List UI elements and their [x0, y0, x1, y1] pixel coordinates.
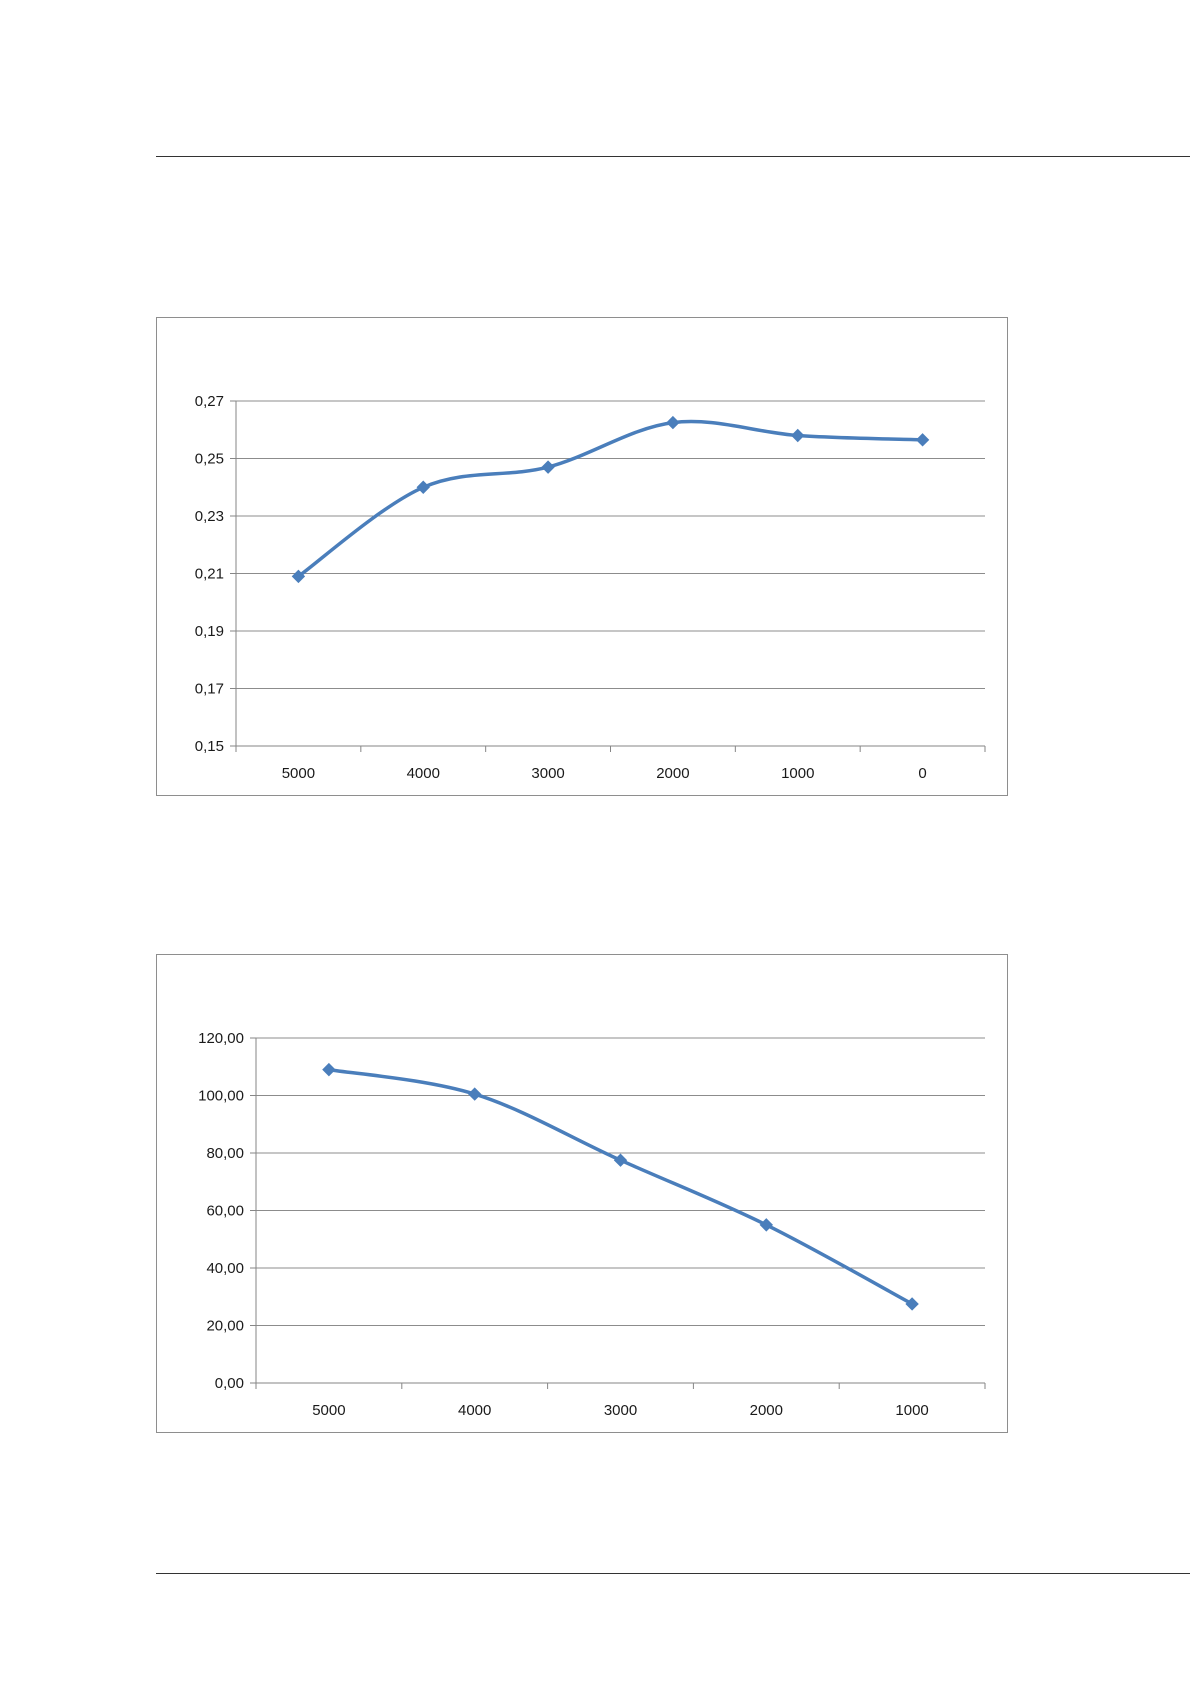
chart-2-y-tick-label: 60,00 — [206, 1203, 244, 1220]
chart-2-x-tick-label: 1000 — [895, 1402, 928, 1419]
chart-1-data-point — [666, 415, 680, 430]
chart-2-x-tick-label: 3000 — [604, 1402, 637, 1419]
chart-2-series-line — [327, 1067, 914, 1306]
chart-2-data-point — [613, 1153, 628, 1167]
chart-1-x-tick-label: 5000 — [282, 765, 315, 782]
chart-1-data-point — [291, 569, 306, 584]
chart-1-plot: 0,15 0,17 0,19 0,21 0,23 0,25 0,27 5000 4000 3000… — [195, 393, 986, 782]
chart-2-data-point — [322, 1062, 336, 1077]
chart-1-x-tick-label: 1000 — [781, 765, 814, 782]
chart-1-y-tick-label: 0,19 — [195, 623, 224, 640]
chart-1-data-point — [791, 428, 805, 443]
header-rule — [156, 156, 1190, 157]
chart-1-y-tick-label: 0,15 — [195, 738, 224, 755]
chart-1-data-point — [541, 460, 555, 474]
chart-1-y-tick-label: 0,17 — [195, 681, 224, 698]
chart-1: 0,15 0,17 0,19 0,21 0,23 0,25 0,27 5000 4000 3000… — [156, 317, 1008, 796]
chart-1-y-tick-label: 0,25 — [195, 451, 224, 468]
chart-2-y-tick-label: 0,00 — [215, 1375, 244, 1392]
chart-1-y-tick-label: 0,27 — [195, 393, 224, 410]
chart-2-x-tick-label: 4000 — [458, 1402, 491, 1419]
chart-1-y-tick-label: 0,23 — [195, 508, 224, 525]
chart-2-y-tick-label: 120,00 — [198, 1030, 244, 1047]
chart-1-x-tick-label: 3000 — [531, 765, 564, 782]
chart-2-y-tick-label: 40,00 — [206, 1260, 244, 1277]
chart-2-plot: 0,00 20,00 40,00 60,00 80,00 100,00 120,00 5000… — [198, 1030, 986, 1419]
chart-1-x-tick-label: 4000 — [407, 765, 440, 782]
chart-2-x-tick-label: 5000 — [312, 1402, 345, 1419]
chart-2-y-tick-label: 20,00 — [206, 1318, 244, 1335]
footer-rule — [156, 1573, 1190, 1574]
chart-2-x-tick-label: 2000 — [750, 1402, 783, 1419]
chart-1-x-tick-label: 0 — [918, 765, 926, 782]
chart-1-data-point — [915, 433, 930, 447]
chart-2-y-tick-label: 100,00 — [198, 1088, 244, 1105]
chart-1-series-line — [296, 419, 925, 579]
chart-2-data-point — [759, 1218, 774, 1232]
chart-1-x-tick-label: 2000 — [656, 765, 689, 782]
chart-1-y-tick-label: 0,21 — [195, 566, 224, 583]
chart-2: 0,00 20,00 40,00 60,00 80,00 100,00 120,00 5000… — [156, 954, 1008, 1433]
chart-2-y-tick-label: 80,00 — [206, 1145, 244, 1162]
chart-1-data-point — [416, 480, 430, 494]
chart-2-data-point — [905, 1297, 919, 1311]
chart-2-data-point — [467, 1087, 482, 1101]
